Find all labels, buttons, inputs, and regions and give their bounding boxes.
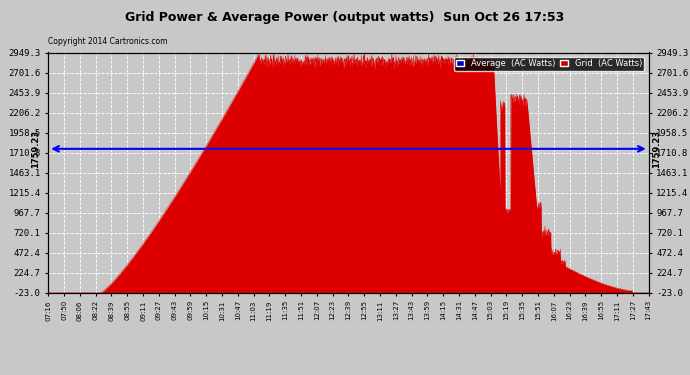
Text: Grid Power & Average Power (output watts)  Sun Oct 26 17:53: Grid Power & Average Power (output watts…	[126, 11, 564, 24]
Text: Copyright 2014 Cartronics.com: Copyright 2014 Cartronics.com	[48, 38, 168, 46]
Text: 1759.23: 1759.23	[32, 130, 41, 168]
Text: 1759.23: 1759.23	[651, 130, 660, 168]
Legend: Average  (AC Watts), Grid  (AC Watts): Average (AC Watts), Grid (AC Watts)	[453, 57, 644, 70]
